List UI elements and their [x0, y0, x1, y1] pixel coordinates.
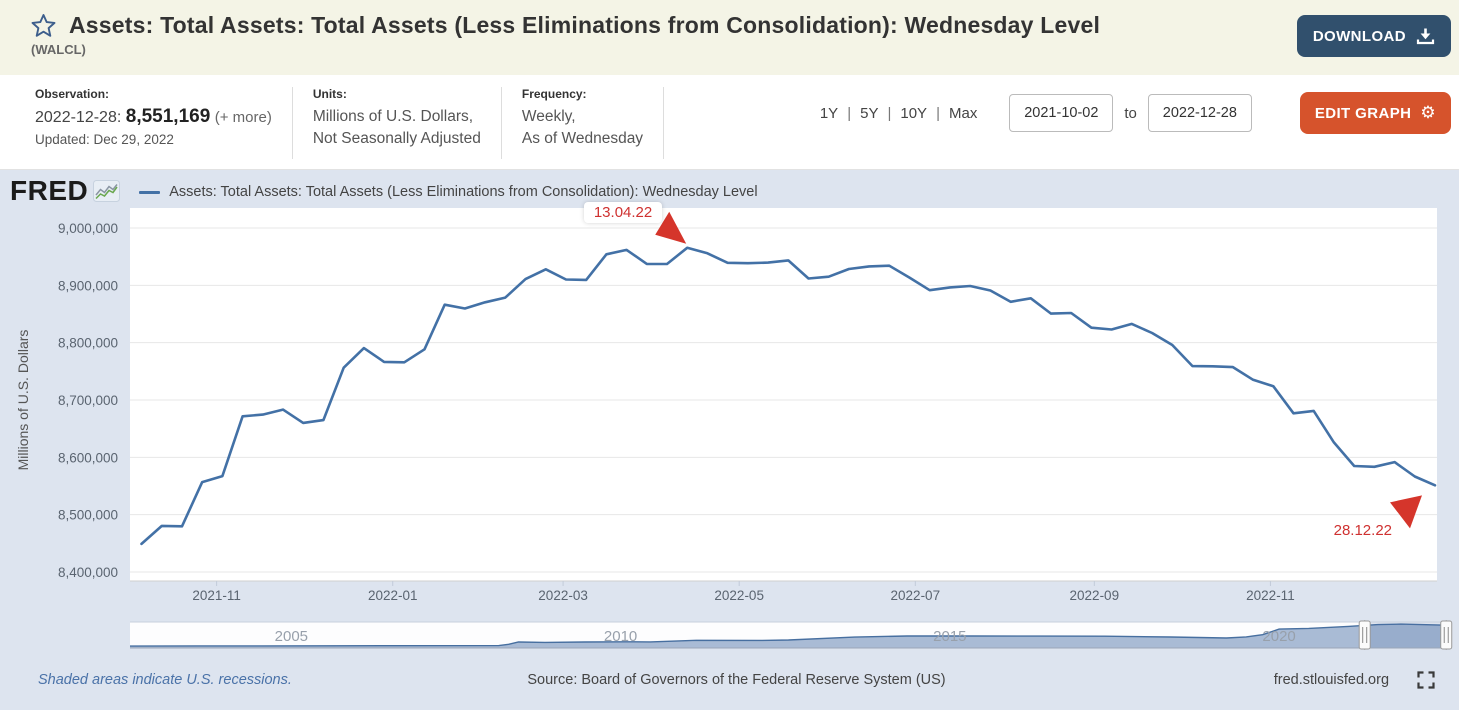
x-axis-tick: 2022-01 — [368, 588, 418, 603]
page-footer: Shaded areas indicate U.S. recessions. S… — [0, 660, 1459, 710]
info-bar: Observation: 2022-12-28: 8,551,169 (+ mo… — [0, 75, 1459, 170]
date-to-input[interactable] — [1147, 94, 1252, 132]
site-link[interactable]: fred.stlouisfed.org — [1273, 672, 1390, 688]
date-from-input[interactable] — [1009, 94, 1114, 132]
chart-area: 9,000,000 8,900,000 8,800,000 8,700,000 8,60… — [0, 201, 1459, 660]
minimap-year-label: 2010 — [604, 628, 637, 645]
y-axis-tick: 8,400,000 — [58, 565, 118, 580]
source-text: Source: Board of Governors of the Federa… — [527, 672, 946, 688]
x-axis-tick: 2022-09 — [1070, 588, 1120, 603]
frequency-label: Frequency: — [521, 87, 587, 101]
annotation-label-peak: 13.04.22 — [583, 201, 663, 223]
observation-value: 8,551,169 — [125, 106, 211, 127]
minimap-handle-left[interactable] — [1358, 620, 1371, 650]
date-to-label: to — [1124, 104, 1137, 122]
fred-logo-chart-icon — [93, 179, 121, 207]
frequency-block: Frequency: Weekly, As of Wednesday — [521, 87, 665, 159]
plot-background — [130, 208, 1437, 581]
frequency-line1: Weekly, — [521, 108, 576, 125]
units-line2: Not Seasonally Adjusted — [312, 130, 481, 147]
y-axis-tick: 8,500,000 — [58, 508, 118, 523]
units-label: Units: — [312, 87, 347, 101]
observation-date: 2022-12-28: — [35, 109, 122, 126]
minimap-line — [129, 623, 1447, 647]
header: Assets: Total Assets: Total Assets (Less… — [0, 0, 1459, 75]
fred-logo-text: FRED — [10, 175, 89, 206]
x-axis-tick: 2022-05 — [714, 588, 764, 603]
y-axis-tick: 9,000,000 — [58, 221, 118, 236]
range-10y[interactable]: 10Y — [900, 104, 928, 122]
x-axis-tick: 2022-07 — [891, 588, 941, 603]
series-id: (WALCL) — [31, 42, 86, 57]
graph-section: FRED Assets: Total Assets: Total Assets … — [0, 170, 1459, 660]
y-axis-tick: 8,800,000 — [58, 336, 118, 351]
observation-more-link[interactable]: (+ more) — [214, 109, 272, 126]
series-legend: Assets: Total Assets: Total Assets (Less… — [139, 184, 758, 200]
annotation-arrow — [1390, 495, 1422, 529]
y-axis-tick: 8,700,000 — [58, 393, 118, 408]
range-5y[interactable]: 5Y — [860, 104, 879, 122]
range-separator: | — [887, 104, 892, 122]
recession-note-link[interactable]: Shaded areas indicate U.S. recessions. — [38, 672, 292, 688]
chart-svg: 9,000,000 8,900,000 8,800,000 8,700,000 8,60… — [15, 208, 1453, 650]
series-line[interactable] — [140, 246, 1437, 546]
range-separator: | — [847, 104, 852, 122]
frequency-line2: As of Wednesday — [521, 130, 644, 147]
download-label: DOWNLOAD — [1312, 27, 1406, 45]
fred-logo[interactable]: FRED — [10, 175, 121, 207]
minimap-year-label: 2020 — [1262, 628, 1295, 645]
fullscreen-icon[interactable] — [1417, 671, 1435, 689]
graph-header: FRED Assets: Total Assets: Total Assets … — [0, 170, 1459, 208]
legend-label: Assets: Total Assets: Total Assets (Less… — [169, 184, 758, 200]
page-title: Assets: Total Assets: Total Assets (Less… — [69, 12, 1101, 38]
annotation-label-latest: 28.12.22 — [1323, 520, 1402, 542]
download-icon — [1416, 27, 1435, 45]
x-axis-tick: 2022-11 — [1246, 588, 1295, 603]
title-row: Assets: Total Assets: Total Assets (Less… — [30, 0, 1451, 39]
annotation-arrow — [655, 211, 687, 244]
x-axis-tick: 2022-03 — [538, 588, 588, 603]
x-axis-tick: 2021-11 — [192, 588, 241, 603]
gear-icon: ⚙ — [1420, 103, 1436, 123]
units-block: Units: Millions of U.S. Dollars, Not Sea… — [313, 87, 502, 159]
favorite-star-icon[interactable] — [30, 12, 57, 39]
minimap-year-label: 2015 — [933, 628, 966, 645]
minimap-year-label: 2005 — [275, 628, 308, 645]
minimap-selected-range — [1364, 622, 1447, 648]
observation-block: Observation: 2022-12-28: 8,551,169 (+ mo… — [35, 87, 293, 159]
range-separator: | — [936, 104, 940, 122]
minimap-handle-right[interactable] — [1440, 620, 1453, 650]
units-line1: Millions of U.S. Dollars, — [312, 108, 474, 125]
download-button[interactable]: DOWNLOAD — [1296, 15, 1451, 57]
observation-updated: Updated: Dec 29, 2022 — [35, 132, 174, 147]
legend-line-marker — [139, 190, 161, 194]
range-selector: 1Y | 5Y | 10Y | Max — [820, 105, 977, 122]
range-controls: 1Y | 5Y | 10Y | Max to EDIT GRAPH ⚙ — [820, 87, 1451, 139]
range-max[interactable]: Max — [948, 104, 978, 122]
observation-label: Observation: — [35, 87, 110, 101]
edit-graph-label: EDIT GRAPH — [1314, 104, 1412, 122]
y-axis-tick: 8,600,000 — [58, 450, 118, 465]
minimap-area — [130, 624, 1447, 648]
y-axis-tick: 8,900,000 — [58, 278, 118, 293]
edit-graph-button[interactable]: EDIT GRAPH ⚙ — [1299, 92, 1451, 134]
range-1y[interactable]: 1Y — [819, 104, 839, 122]
y-axis-title: Millions of U.S. Dollars — [15, 330, 31, 471]
